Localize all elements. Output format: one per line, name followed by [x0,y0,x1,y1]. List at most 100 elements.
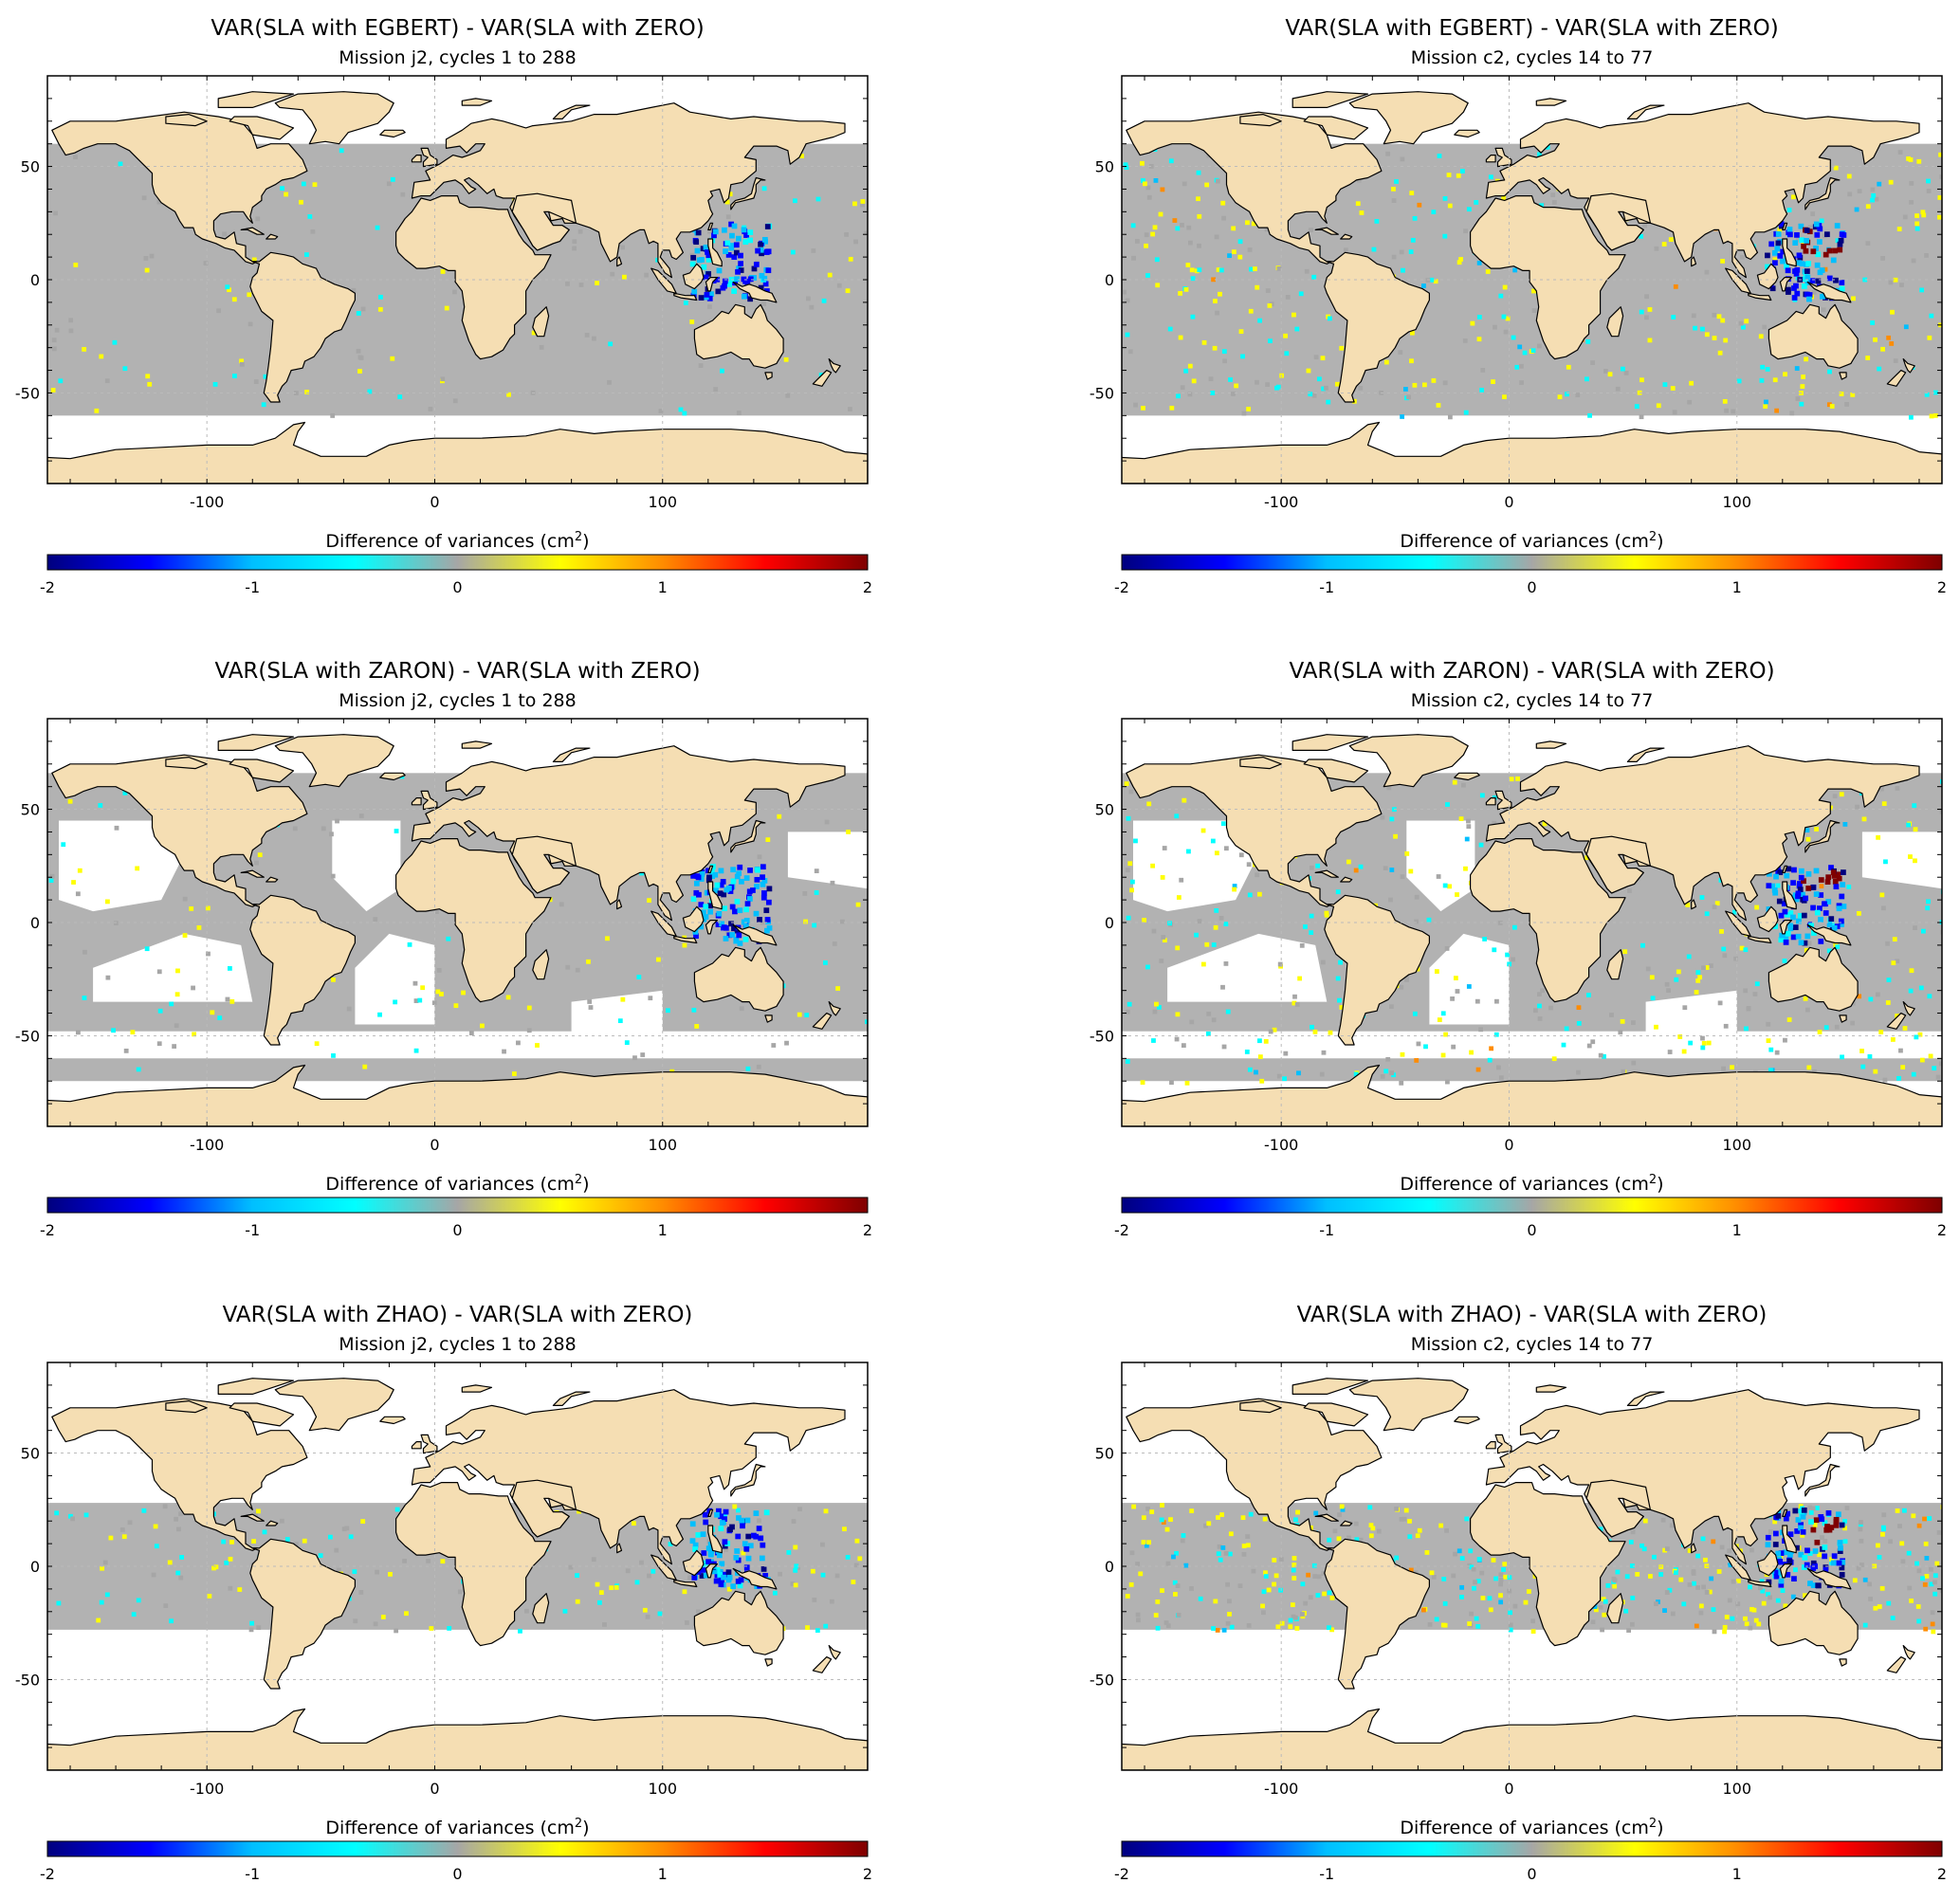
anomaly-cell [378,294,383,300]
anomaly-cell [1165,1561,1171,1566]
anomaly-cell [179,1555,185,1560]
anomaly-cell [1175,226,1181,231]
anomaly-cell [1831,924,1838,931]
anomaly-cell [1143,181,1147,187]
anomaly-cell [625,1568,631,1574]
anomaly-cell [1648,1574,1653,1579]
anomaly-cell [1803,895,1808,902]
anomaly-cell [723,1508,729,1515]
anomaly-cell [1338,960,1343,965]
anomaly-cell [622,274,627,280]
land-taiwan [1782,222,1788,230]
anomaly-cell [1206,1521,1212,1526]
anomaly-cell [1668,237,1674,242]
anomaly-cell [1501,314,1507,320]
anomaly-cell [1141,1515,1146,1521]
anomaly-cell [845,288,851,294]
anomaly-cell [1459,1556,1465,1561]
anomaly-cell [690,873,697,879]
anomaly-cell [1498,293,1504,299]
anomaly-cell [1160,1503,1164,1508]
anomaly-cell [121,1534,127,1540]
anomaly-cell [1888,1539,1894,1545]
anomaly-cell [1225,1620,1231,1626]
panel-subtitle: Mission j2, cycles 1 to 288 [339,690,576,711]
anomaly-cell [743,923,749,930]
anomaly-cell [1859,1538,1864,1544]
anomaly-cell [1801,912,1807,919]
anomaly-cell [1795,237,1801,243]
anomaly-cell [1795,1517,1802,1523]
anomaly-cell [1804,1562,1810,1568]
anomaly-cell [747,229,754,235]
anomaly-cell [390,176,395,182]
anomaly-cell [1850,392,1856,397]
anomaly-cell [1790,880,1796,886]
land-svalbard [461,98,493,106]
anomaly-cell [1825,1509,1832,1516]
anomaly-cell [791,1519,797,1524]
land-java [1748,292,1772,302]
anomaly-cell [1730,1065,1735,1070]
anomaly-cell [1431,1574,1437,1580]
anomaly-cell [1276,266,1282,271]
anomaly-cell [1489,1046,1494,1051]
anomaly-cell [1275,1624,1281,1630]
anomaly-cell [1807,1581,1813,1586]
anomaly-cell [1240,1515,1246,1521]
anomaly-cell [736,1515,742,1521]
anomaly-cell [1787,1531,1794,1538]
anomaly-cell [1902,214,1908,220]
anomaly-cell [518,1628,522,1634]
panel-title: VAR(SLA with ZHAO) - VAR(SLA with ZERO) [223,1303,693,1327]
anomaly-cell [1712,312,1717,318]
anomaly-cell [1159,959,1164,963]
anomaly-cell [696,1609,701,1615]
anomaly-cell [1298,291,1304,297]
anomaly-cell [577,1508,581,1514]
anomaly-cell [733,242,740,248]
anomaly-cell [329,832,334,837]
anomaly-cell [247,321,253,327]
anomaly-cell [1292,994,1297,999]
anomaly-cell [216,308,222,314]
anomaly-cell [1167,921,1172,926]
anomaly-cell [1294,1002,1300,1007]
anomaly-cell [1246,1543,1251,1548]
anomaly-cell [1888,179,1894,185]
anomaly-cell [1798,223,1804,229]
anomaly-cell [1806,1065,1812,1070]
anomaly-cell [1460,782,1466,788]
anomaly-cell [1214,234,1219,240]
anomaly-cell [426,1558,430,1563]
anomaly-cell [1818,939,1824,944]
anomaly-cell [1257,318,1263,323]
anomaly-cell [731,254,738,260]
anomaly-cell [1814,1539,1821,1545]
anomaly-cell [1920,210,1926,215]
anomaly-cell [1833,277,1839,283]
anomaly-cell [1792,268,1798,274]
anomaly-cell [565,964,571,970]
anomaly-cell [1178,335,1183,340]
anomaly-cell [1187,392,1193,397]
anomaly-cell [1807,1551,1813,1556]
anomaly-cell [1862,277,1868,283]
anomaly-cell [687,1575,692,1581]
anomaly-cell [1304,268,1310,274]
anomaly-cell [135,866,140,871]
anomaly-cell [1857,911,1861,916]
anomaly-cell [221,1539,227,1545]
anomaly-cell [1149,1509,1155,1514]
anomaly-cell [435,989,441,995]
anomaly-cell [1522,350,1528,356]
anomaly-cell [1932,1066,1937,1071]
anomaly-cell [1475,1579,1481,1584]
anomaly-cell [1837,1548,1843,1554]
land-java [673,292,698,302]
land-arabia-iran-fill [511,192,577,251]
anomaly-cell [68,1513,73,1519]
anomaly-cell [740,1523,745,1529]
anomaly-cell [706,874,712,881]
anomaly-cell [1223,961,1229,966]
